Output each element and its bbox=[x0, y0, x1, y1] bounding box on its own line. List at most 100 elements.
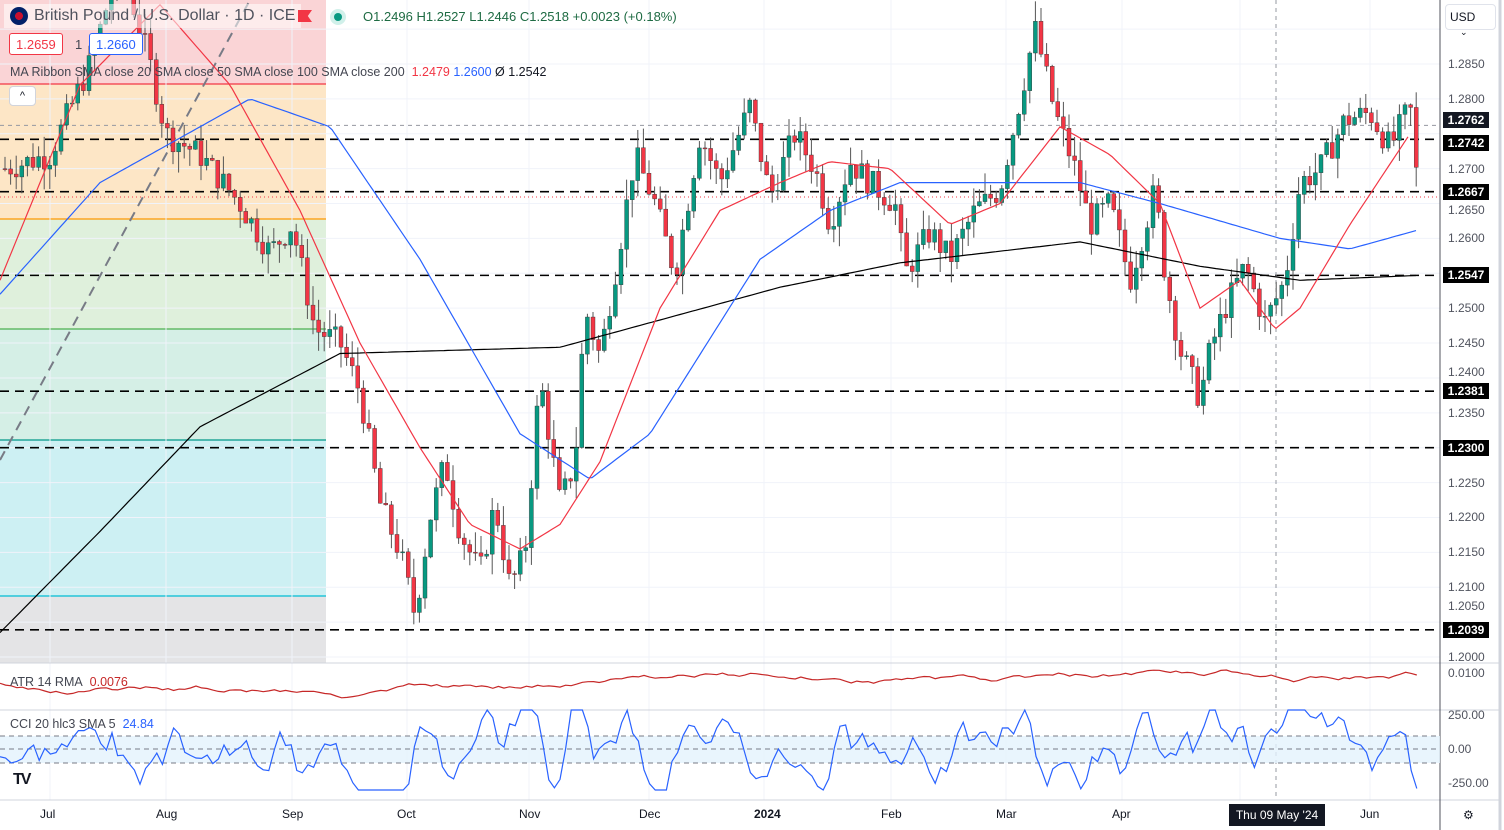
candle-body bbox=[148, 33, 153, 60]
candle-body bbox=[1195, 366, 1201, 406]
sell-button[interactable]: 1.2659 bbox=[9, 33, 63, 55]
candle-body bbox=[1089, 202, 1094, 235]
candle-body bbox=[1111, 193, 1117, 210]
candle-body bbox=[1016, 114, 1021, 136]
candle-body bbox=[714, 160, 719, 169]
price-axis-label: 1.2600 bbox=[1448, 231, 1485, 246]
candle-body bbox=[708, 148, 713, 161]
candle-body bbox=[658, 198, 663, 210]
candle-body bbox=[1005, 165, 1010, 189]
candle-body bbox=[742, 112, 747, 136]
candle-body bbox=[540, 390, 545, 407]
candle-body bbox=[876, 170, 881, 198]
candle-body bbox=[406, 551, 411, 578]
candle-body bbox=[1257, 288, 1262, 317]
candle-body bbox=[1122, 229, 1128, 263]
candle-body bbox=[355, 365, 360, 389]
candle-body bbox=[859, 163, 864, 179]
candle-body bbox=[1357, 107, 1363, 118]
atr-value: 0.0076 bbox=[89, 675, 128, 689]
candle-body bbox=[153, 59, 159, 105]
candle-body bbox=[1245, 264, 1251, 274]
price-axis-label: 1.2700 bbox=[1448, 161, 1485, 176]
candle-body bbox=[378, 468, 383, 504]
candle-body bbox=[1240, 264, 1245, 279]
candle-body bbox=[837, 201, 842, 227]
candle-body bbox=[266, 242, 271, 255]
candle-body bbox=[910, 265, 915, 272]
candle-body bbox=[47, 165, 52, 170]
candle-body bbox=[999, 188, 1004, 203]
candle-body bbox=[445, 462, 450, 481]
candle-body bbox=[926, 229, 932, 243]
candle-body bbox=[635, 147, 640, 181]
candle-body bbox=[501, 525, 506, 561]
candle-body bbox=[1363, 107, 1369, 113]
candle-body bbox=[697, 147, 702, 179]
candle-body bbox=[915, 244, 920, 272]
candle-body bbox=[198, 140, 204, 166]
candle-body bbox=[322, 332, 327, 337]
tradingview-logo[interactable]: TV bbox=[13, 771, 32, 788]
price-level-tag: 1.2742 bbox=[1443, 135, 1489, 152]
ma-ribbon-legend[interactable]: MA Ribbon SMA close 20 SMA close 50 SMA … bbox=[10, 65, 546, 79]
candle-body bbox=[770, 174, 775, 192]
time-axis-label: Jul bbox=[40, 807, 56, 821]
atr-legend[interactable]: ATR 14 RMA 0.0076 bbox=[10, 675, 128, 689]
candle-body bbox=[1105, 193, 1111, 204]
ribbon-value-1: 1.2479 bbox=[411, 65, 450, 79]
cci-line bbox=[0, 708, 1418, 791]
candle-body bbox=[1279, 284, 1285, 299]
candle-body bbox=[75, 83, 81, 104]
candle-body bbox=[226, 173, 232, 191]
candle-body bbox=[8, 168, 13, 175]
candle-body bbox=[820, 173, 825, 209]
cci-legend[interactable]: CCI 20 hlc3 SMA 5 24.84 bbox=[10, 717, 154, 731]
candle-body bbox=[848, 164, 853, 185]
candle-body bbox=[764, 161, 769, 176]
cci-value: 24.84 bbox=[122, 717, 154, 731]
candle-body bbox=[1341, 115, 1346, 135]
flag-icon[interactable] bbox=[298, 10, 312, 22]
candle-body bbox=[204, 158, 209, 166]
candle-body bbox=[344, 346, 349, 358]
candle-body bbox=[338, 326, 344, 348]
candle-body bbox=[1313, 172, 1318, 186]
candle-body bbox=[943, 240, 948, 253]
sma-50-line bbox=[0, 98, 1417, 479]
candle-body bbox=[1301, 176, 1307, 195]
candle-body bbox=[473, 551, 478, 554]
time-axis-label: Oct bbox=[397, 807, 416, 821]
candle-body bbox=[1290, 239, 1296, 271]
cci-label: CCI 20 hlc3 SMA 5 bbox=[10, 717, 116, 731]
currency-select[interactable]: USD ⌄ bbox=[1445, 4, 1496, 37]
candle-body bbox=[394, 534, 400, 553]
time-axis-label: Jun bbox=[1360, 807, 1380, 821]
candle-body bbox=[1083, 190, 1089, 204]
buy-button[interactable]: 1.2660 bbox=[89, 33, 143, 55]
candle-body bbox=[579, 353, 584, 448]
candle-body bbox=[1077, 160, 1083, 192]
price-level-tag: 1.2039 bbox=[1443, 621, 1489, 638]
settings-icon[interactable]: ⚙ bbox=[1463, 808, 1474, 822]
candle-body bbox=[529, 488, 534, 548]
collapse-legend-button[interactable]: ^ bbox=[9, 86, 36, 106]
candle-body bbox=[781, 157, 786, 191]
candle-body bbox=[1167, 276, 1173, 301]
market-status-icon[interactable] bbox=[330, 9, 346, 25]
candle-body bbox=[327, 329, 332, 337]
candle-body bbox=[42, 156, 47, 170]
candle-body bbox=[1033, 21, 1038, 54]
candle-body bbox=[1027, 52, 1033, 91]
candle-body bbox=[534, 405, 540, 489]
symbol-title[interactable]: British Pound / U.S. Dollar · 1D · ICE bbox=[4, 4, 302, 28]
candle-body bbox=[1223, 314, 1229, 318]
candle-body bbox=[1391, 131, 1397, 141]
candle-body bbox=[30, 157, 36, 168]
price-axis-label: 1.2050 bbox=[1448, 599, 1485, 614]
ribbon-value-2: 1.2600 bbox=[453, 65, 492, 79]
candle-body bbox=[294, 231, 299, 246]
candle-body bbox=[1100, 203, 1105, 205]
candle-body bbox=[1352, 117, 1357, 125]
